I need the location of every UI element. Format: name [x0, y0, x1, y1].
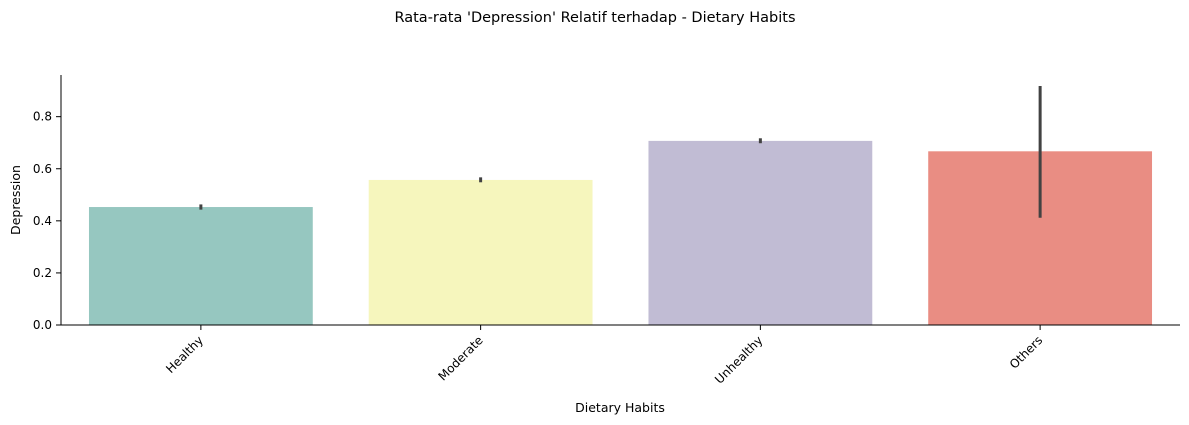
bar-moderate	[368, 179, 593, 325]
y-tick-label: 0.2	[33, 266, 52, 280]
x-tick-label: Unhealthy	[712, 333, 765, 386]
x-tick-label: Healthy	[163, 333, 206, 376]
bar-unhealthy	[648, 140, 873, 325]
y-axis-label: Depression	[8, 165, 23, 235]
chart-title: Rata-rata 'Depression' Relatif terhadap …	[394, 10, 795, 26]
y-tick-label: 0.0	[33, 318, 52, 332]
x-tick-label: Others	[1007, 333, 1045, 371]
bars-layer	[88, 140, 1153, 325]
y-tick-label: 0.6	[33, 162, 52, 176]
error-bars-layer	[199, 85, 1042, 218]
x-axis-label: Dietary Habits	[575, 400, 665, 415]
x-axis: Healthy Moderate Unhealthy Others	[61, 324, 1180, 387]
y-tick-label: 0.4	[33, 214, 52, 228]
y-axis: 0.0 0.2 0.4 0.6 0.8	[33, 75, 62, 332]
x-tick-label: Moderate	[435, 333, 485, 383]
y-tick-label: 0.8	[33, 110, 52, 124]
bar-healthy	[88, 207, 313, 325]
